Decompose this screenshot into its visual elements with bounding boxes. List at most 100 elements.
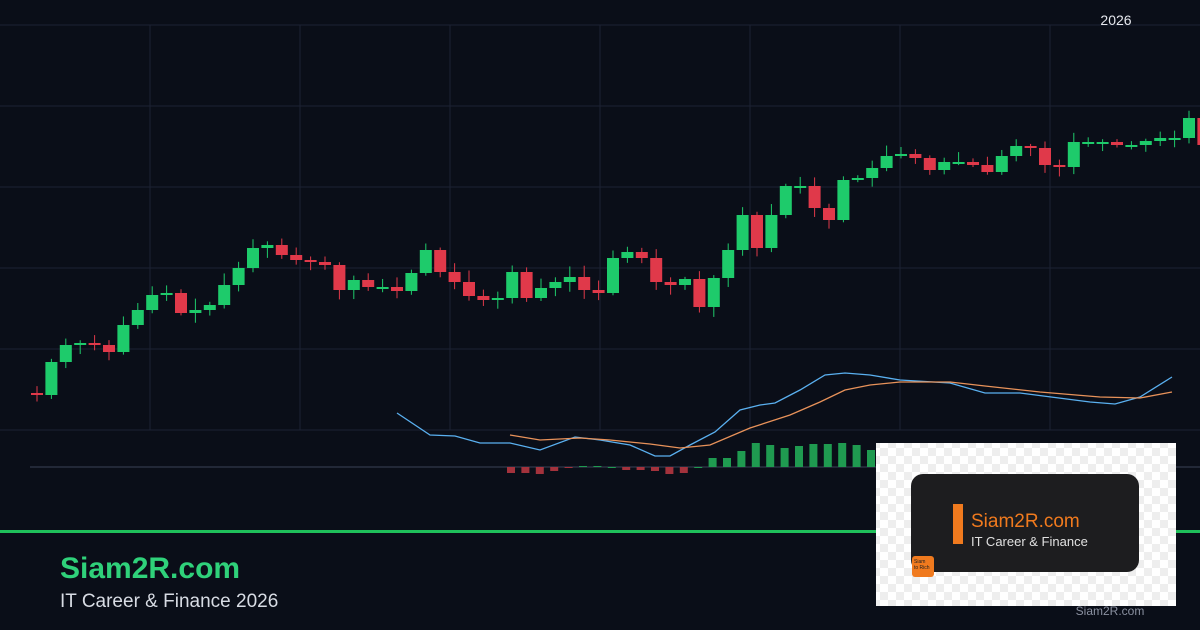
hist-bar [622, 467, 631, 470]
candle-body [851, 178, 864, 180]
candle-body [1111, 142, 1123, 145]
candle-body [938, 162, 951, 170]
hist-bar [507, 467, 515, 473]
brand-title: Siam2R.com [60, 552, 240, 585]
candle-body [578, 277, 591, 290]
candle-body [59, 345, 72, 362]
candle-body [995, 156, 1008, 172]
hist-bar [780, 448, 789, 467]
candle-body [621, 252, 634, 258]
grid [0, 24, 1200, 431]
candle-body [1010, 146, 1023, 156]
candle-body [650, 258, 663, 282]
candle-body [952, 162, 965, 164]
candle-body [923, 158, 936, 170]
candle-body [1139, 141, 1152, 145]
hist-bar [679, 467, 688, 473]
candle-body [319, 262, 331, 265]
candle-body [376, 287, 389, 289]
hist-bar [651, 467, 659, 471]
hist-bar [636, 467, 645, 470]
hist-bar [795, 446, 803, 467]
hist-bar [550, 467, 559, 471]
candle-body [895, 154, 907, 156]
candle-body [1039, 148, 1051, 165]
logo-card [911, 474, 1139, 572]
candle-body [837, 180, 850, 220]
logo-accent [953, 504, 963, 544]
candle-body [247, 248, 259, 268]
hist-bar [694, 467, 703, 468]
candle-body [693, 279, 706, 307]
chart-label: 2026 [1100, 12, 1131, 28]
candle-body [290, 255, 303, 260]
candle-body [506, 272, 519, 298]
candle-body [45, 362, 58, 395]
candle-body [1168, 138, 1181, 140]
hist-bar [535, 467, 544, 474]
candle-body [1154, 138, 1167, 141]
candle-body [218, 285, 231, 305]
candle-body [880, 156, 893, 168]
hist-bar [809, 444, 818, 467]
candle-body [419, 250, 432, 273]
candle-body [117, 325, 130, 352]
candle-body [175, 293, 187, 313]
candle-body [88, 343, 101, 345]
candle-body [549, 282, 562, 288]
hist-bar [737, 451, 746, 467]
logo-subtitle: IT Career & Finance [971, 534, 1088, 549]
candle-body [607, 258, 619, 293]
hist-bar [838, 443, 847, 467]
candle-body [304, 260, 317, 262]
logo-badge [912, 556, 934, 577]
candle-body [1125, 145, 1138, 147]
candle-body [1096, 142, 1109, 144]
candle-body [707, 278, 720, 307]
candle-body [333, 265, 346, 290]
candle-body [477, 296, 490, 300]
candle-body [131, 310, 144, 325]
candle-body [261, 245, 274, 248]
candle-body [347, 280, 360, 290]
hist-bar [593, 466, 602, 467]
macd-line [396, 372, 1173, 457]
candle-body [909, 154, 922, 158]
candle-body [823, 208, 835, 220]
candle-body [31, 393, 43, 395]
candle-body [866, 168, 879, 178]
candle-body [664, 282, 677, 285]
logo-title: Siam2R.com [971, 511, 1080, 532]
candle-body [1197, 118, 1200, 145]
candle-body [635, 252, 648, 258]
divider [0, 530, 1200, 533]
hist-bar [665, 467, 674, 474]
candle-body [74, 343, 87, 345]
candle-body [751, 215, 763, 248]
candle-body [520, 272, 533, 298]
signal-line [509, 381, 1173, 449]
candle-body [434, 250, 447, 272]
candle-body [794, 186, 807, 188]
watermark: Siam2R.com [1076, 604, 1145, 618]
candle-body [491, 298, 504, 300]
candle-body [592, 290, 605, 293]
candle-body [779, 186, 792, 215]
candle-body [1183, 118, 1195, 138]
candles [31, 110, 1200, 402]
candle-body [722, 250, 735, 278]
candle-body [232, 268, 245, 285]
candle-body [189, 310, 202, 313]
hist-bar [867, 450, 875, 467]
candle-body [765, 215, 778, 248]
brand-subtitle: IT Career & Finance 2026 [60, 591, 278, 612]
candle-body [391, 287, 403, 291]
hist-bar [521, 467, 530, 473]
candle-body [967, 162, 979, 165]
candle-body [1024, 146, 1037, 148]
hist-bar [723, 458, 731, 467]
hist-bar [579, 466, 587, 467]
candle-body [981, 165, 994, 172]
